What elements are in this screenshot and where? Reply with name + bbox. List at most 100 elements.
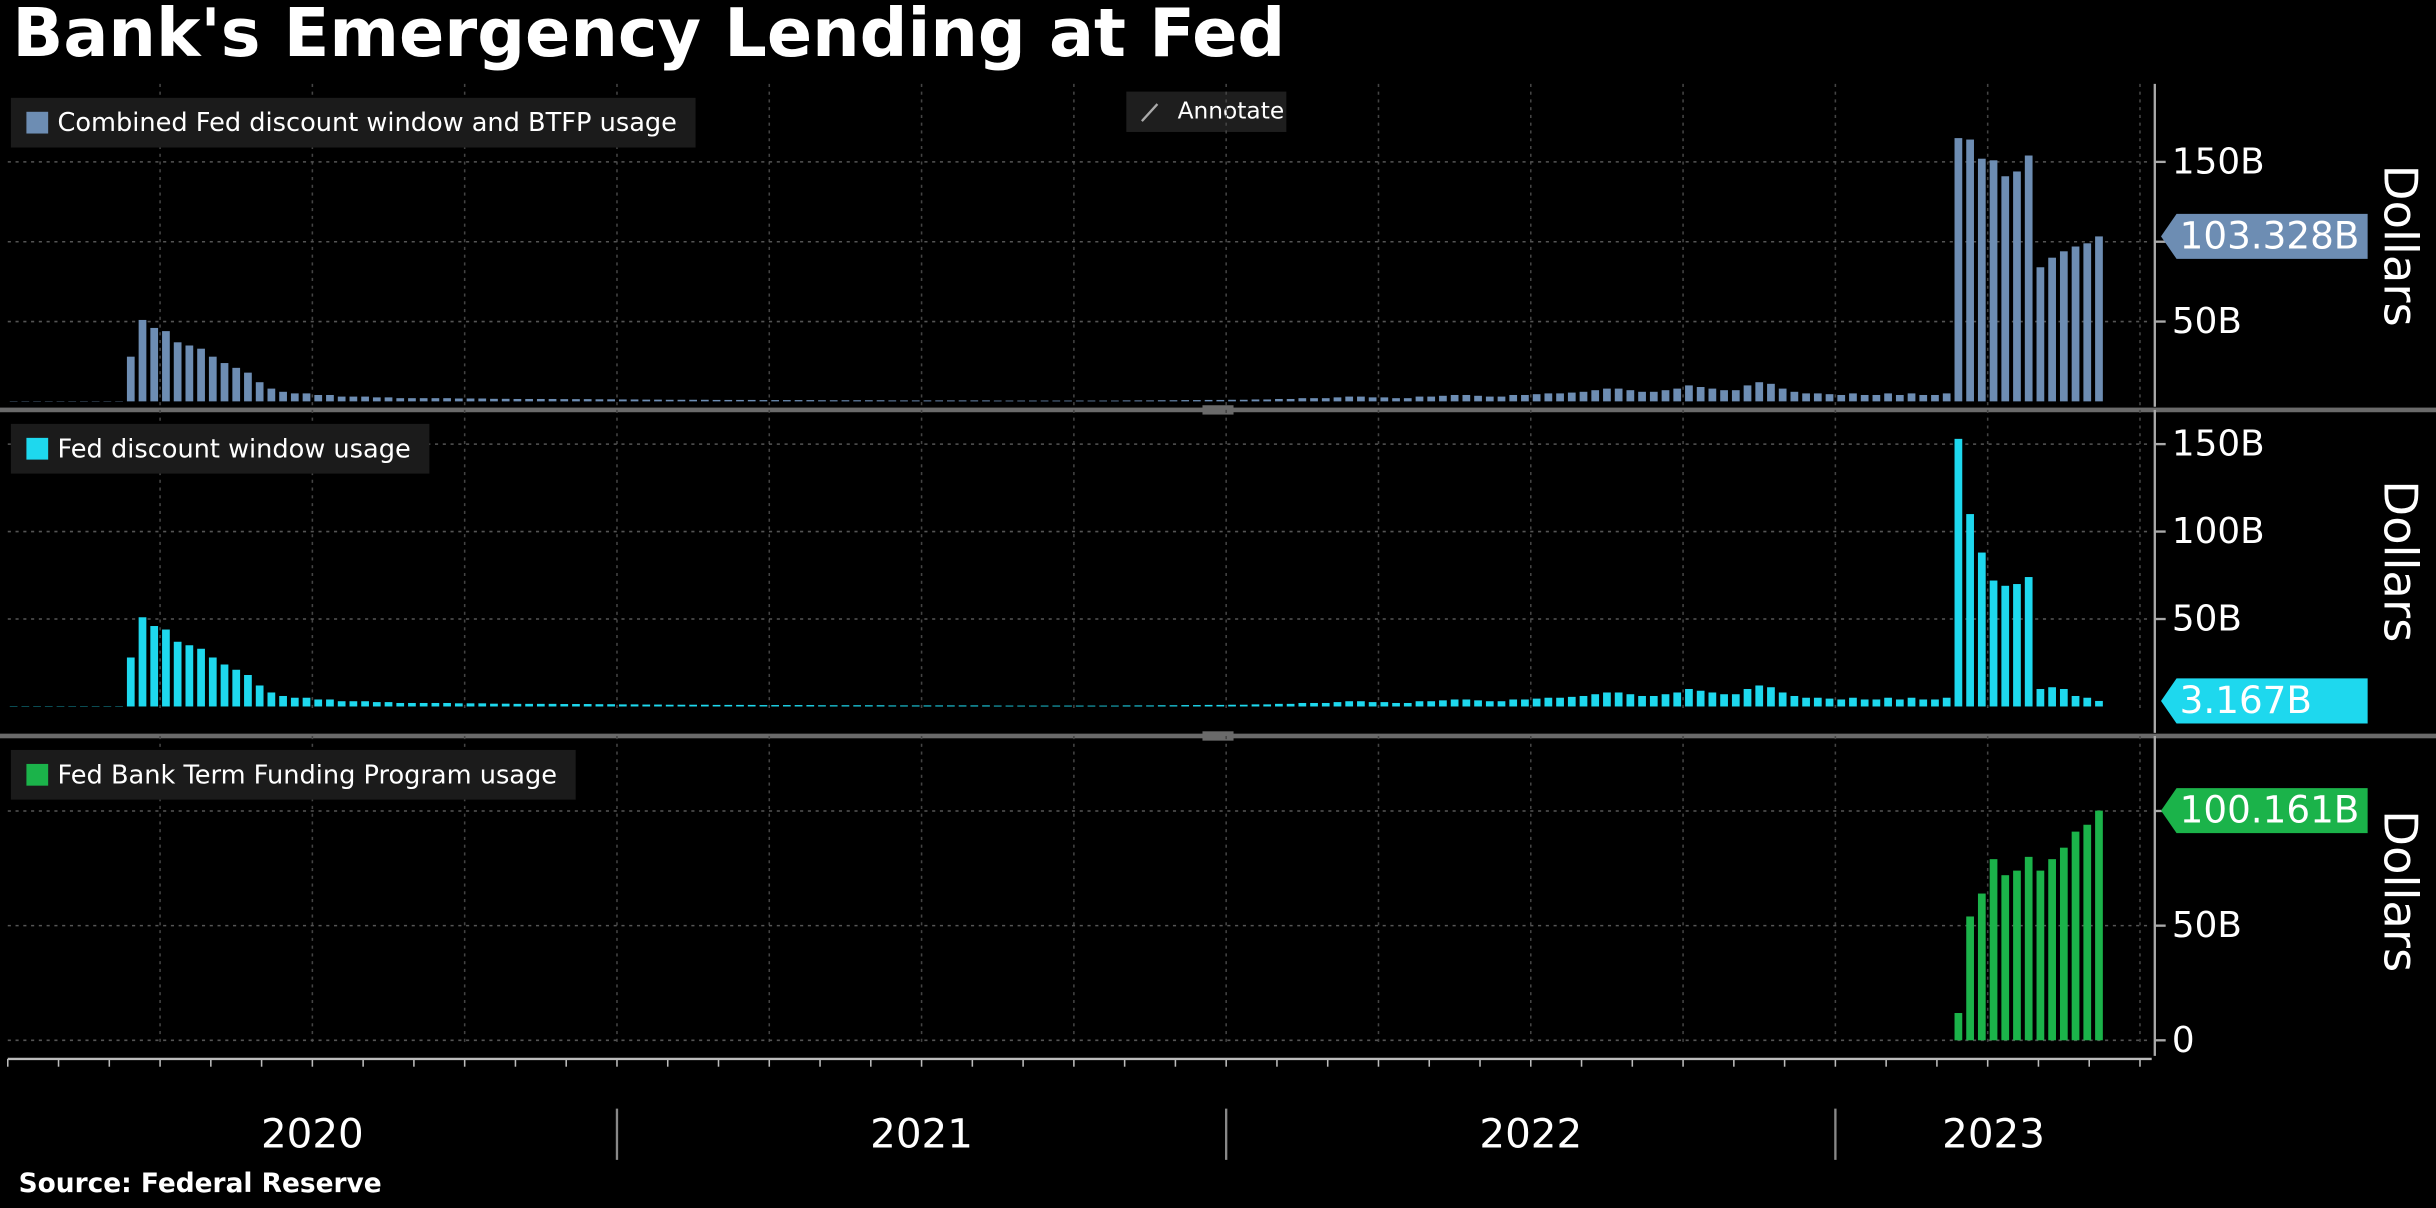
bar: [2071, 246, 2080, 402]
bar: [759, 705, 768, 707]
button-label[interactable]: Annotate: [1178, 97, 1285, 124]
bar: [525, 703, 533, 707]
bar: [1989, 580, 1998, 707]
x-tick-label: 2023: [1942, 1111, 2045, 1158]
bar: [1497, 396, 1506, 402]
bar: [736, 704, 744, 707]
bar: [1345, 396, 1354, 402]
bar: [1228, 704, 1236, 707]
button-bg[interactable]: [1126, 91, 1287, 132]
bar: [607, 704, 615, 707]
bar: [665, 399, 674, 402]
bar: [290, 697, 299, 707]
bar: [1357, 701, 1365, 707]
bar: [1380, 702, 1389, 707]
bar: [1696, 387, 1705, 402]
bar: [1966, 916, 1974, 1041]
bar: [1649, 391, 1658, 402]
y-axis-title: Dollars: [2374, 480, 2428, 642]
bar: [548, 703, 557, 707]
bar: [1579, 695, 1588, 707]
bar: [923, 400, 932, 402]
annotate-button[interactable]: Annotate: [1126, 91, 1287, 132]
bar: [1989, 160, 1998, 402]
bar: [2001, 875, 2010, 1041]
bar: [560, 704, 569, 707]
bar: [2001, 585, 2010, 707]
bar: [1837, 699, 1846, 707]
bar: [372, 702, 381, 707]
bar: [244, 372, 252, 402]
bar: [1157, 400, 1166, 402]
bar: [536, 703, 545, 707]
legend-bg: [10, 97, 696, 148]
bar: [864, 400, 873, 402]
bar: [642, 399, 651, 402]
bar: [1802, 697, 1810, 707]
bar: [1567, 696, 1576, 707]
bar: [1111, 400, 1119, 402]
bar: [1778, 388, 1787, 402]
bar: [337, 701, 346, 707]
bar: [1743, 688, 1752, 707]
bar: [1193, 400, 1201, 402]
bar: [583, 704, 592, 707]
bar: [1767, 383, 1775, 402]
bar: [2024, 155, 2033, 402]
bar: [1532, 698, 1541, 707]
bar: [1263, 704, 1272, 707]
bar: [677, 399, 686, 402]
bar: [1977, 893, 1986, 1041]
bar: [806, 705, 815, 707]
bar: [220, 664, 229, 707]
bar: [1556, 393, 1564, 402]
bar: [384, 702, 393, 707]
bar: [536, 398, 545, 402]
bar: [1509, 394, 1518, 402]
bar: [1099, 400, 1108, 402]
bar: [431, 398, 440, 402]
bar: [1790, 391, 1799, 402]
bar: [1673, 388, 1682, 402]
bar: [2048, 859, 2056, 1041]
bar: [1122, 705, 1131, 707]
bar: [162, 331, 170, 402]
bar: [818, 400, 826, 402]
bar: [2071, 831, 2080, 1041]
bar: [2095, 810, 2103, 1041]
bar: [806, 400, 815, 402]
bar: [1392, 702, 1400, 707]
bar: [1380, 397, 1389, 402]
y-tick-label: 150B: [2172, 141, 2265, 182]
bar: [935, 705, 944, 707]
bar: [1427, 701, 1436, 707]
bar: [677, 704, 686, 707]
bar: [1485, 396, 1494, 402]
bar: [1052, 400, 1061, 402]
bar: [302, 393, 311, 402]
bar: [958, 705, 967, 707]
bar: [326, 394, 334, 402]
bar: [490, 703, 498, 707]
bar: [794, 705, 803, 707]
legend-bg: [10, 749, 576, 800]
bar: [572, 399, 580, 402]
bar: [1907, 697, 1916, 707]
bar: [408, 702, 416, 707]
bar: [138, 617, 147, 707]
bar: [1040, 400, 1049, 402]
bar: [255, 382, 264, 402]
bar: [1239, 399, 1248, 402]
bar: [1157, 705, 1166, 707]
bar: [349, 396, 358, 402]
legend-label: Combined Fed discount window and BTFP us…: [57, 108, 676, 138]
bar: [759, 400, 768, 402]
bar: [2059, 847, 2068, 1041]
bar: [1849, 697, 1857, 707]
bar: [1263, 399, 1272, 402]
bar: [1931, 699, 1939, 707]
bar: [1216, 399, 1225, 402]
bar: [1919, 394, 1928, 402]
bar: [1860, 394, 1869, 402]
bar: [525, 398, 533, 402]
